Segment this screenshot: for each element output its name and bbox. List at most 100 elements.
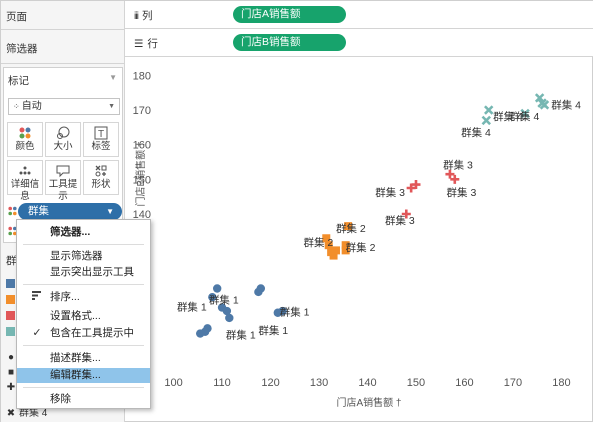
square-shape-icon: ■ [7,367,15,378]
legend-swatch [6,279,15,288]
legend-swatch [6,311,15,320]
tooltip-button-label: 工具提示 [48,179,78,202]
x-tick-label: 180 [552,377,570,389]
cluster-1-point [225,313,234,323]
scatter-plot-area: 1001101201301401501601701801001101201301… [129,61,590,418]
menu-item-remove[interactable]: 移除 [50,393,71,405]
x-tick-label: 110 [213,377,231,389]
x-tick-label: 100 [164,377,182,389]
mark-type-value: 自动 [21,101,42,112]
cross-shape-icon: ✖ [6,408,16,419]
point-label: 群集 1 [226,329,256,342]
cluster-1-point [278,306,287,316]
cluster-1-point [203,324,212,333]
chevron-down-icon: ▼ [108,103,115,110]
cluster-2-point [341,241,350,250]
label-button[interactable]: T 标签 [83,122,119,157]
legend-swatch [6,327,15,336]
x-tick-label: 130 [310,377,328,389]
point-label: 群集 4 [493,110,523,123]
cluster-2-point [331,246,340,255]
menu-item-include-in-tooltip-label: 包含在工具提示中 [50,327,134,339]
menu-item-edit-cluster[interactable]: 编辑群集... [17,368,150,383]
filters-section-title: 筛选器 [6,43,38,55]
pages-section-title: 页面 [6,11,27,23]
menu-item-sort-label: 排序... [50,291,80,303]
marks-card: 标记 ▼ ⁘ 自动 ▼ 颜色 大小 T [3,67,123,243]
cluster-2-point [344,222,353,231]
columns-icon: iii [134,10,139,22]
menu-separator [23,387,144,388]
circle-shape-icon: ● [7,352,15,363]
y-tick-label: 160 [133,140,151,152]
detail-button[interactable]: 详细信息 [7,160,43,202]
menu-item-show-highlighter[interactable]: 显示突出显示工具 [50,266,134,278]
cluster-3-point [450,174,460,184]
cluster-3-point [401,209,411,219]
cluster-3-point [445,169,455,179]
y-tick-label: 180 [133,70,151,82]
mark-type-dropdown[interactable]: ⁘ 自动 ▼ [8,98,120,115]
menu-item-format[interactable]: 设置格式... [50,310,101,322]
menu-item-sort[interactable]: 排序... [17,290,150,305]
point-label: 群集 2 [303,236,333,249]
plus-shape-icon: ✚ [6,382,16,393]
cluster-3-point [406,183,416,193]
point-label: 群集 3 [375,186,405,199]
shape-legend-item[interactable]: ✖ 群集 4 [6,404,66,419]
x-tick-label: 140 [358,377,376,389]
y-tick-label: 170 [133,105,151,117]
color-icon [8,123,42,141]
x-tick-label: 160 [455,377,473,389]
size-button[interactable]: 大小 [45,122,81,157]
x-tick-label: 150 [407,377,425,389]
cluster-1-point [222,306,232,316]
rows-shelf-name: ☰ 行 [134,36,158,51]
color-button[interactable]: 颜色 [7,122,43,157]
color-icon [8,226,17,238]
shape-button[interactable]: 形状 [83,160,119,195]
point-label: 群集 4 [461,126,491,139]
columns-shelf-name: iii 列 [134,8,153,23]
checkmark-icon: ✓ [32,327,42,339]
svg-text:T: T [98,129,104,140]
cluster-color-field-row: 群集 ▼ [8,203,122,221]
cluster-4-point [481,115,492,126]
cluster-1-point [212,284,222,293]
cluster-1-point [256,284,266,293]
rows-field-pill[interactable]: 门店B销售额 [233,34,346,51]
detail-icon [8,161,42,179]
size-icon [46,123,80,141]
menu-separator [23,284,144,285]
chevron-down-icon[interactable]: ▼ [109,73,117,82]
columns-field-pill[interactable]: 门店A销售额 [233,6,346,23]
menu-item-include-in-tooltip[interactable]: ✓ 包含在工具提示中 [17,326,150,341]
cluster-4-point [520,108,530,119]
menu-separator [23,244,144,245]
cluster-field-pill-label: 群集 [28,205,49,217]
menu-item-describe-cluster[interactable]: 描述群集... [50,352,101,364]
cluster-field-pill[interactable]: 群集 ▼ [18,203,122,220]
detail-button-label: 详细信息 [10,179,40,202]
rows-shelf-label: 行 [147,38,158,50]
scatter-plot: 1001101201301401501601701801001101201301… [133,70,582,409]
point-label: 群集 1 [177,301,207,314]
cluster-1-point [208,292,217,302]
menu-item-filter[interactable]: 筛选器... [50,226,91,238]
legend-swatch [6,295,15,304]
cluster-2-point [329,251,338,260]
size-button-label: 大小 [53,141,73,152]
cluster-2-point [322,234,331,243]
color-icon [8,206,17,219]
menu-separator [23,345,144,346]
tooltip-button[interactable]: 工具提示 [45,160,81,202]
point-label: 群集 3 [447,186,477,199]
divider [1,63,125,64]
x-axis-title: 门店A销售额 † [336,396,401,409]
label-icon: T [84,123,118,141]
menu-item-show-filter[interactable]: 显示筛选器 [50,250,103,262]
columns-shelf: iii 列 门店A销售额 [125,1,593,29]
point-label: 群集 4 [551,99,581,112]
label-button-label: 标签 [91,141,111,152]
